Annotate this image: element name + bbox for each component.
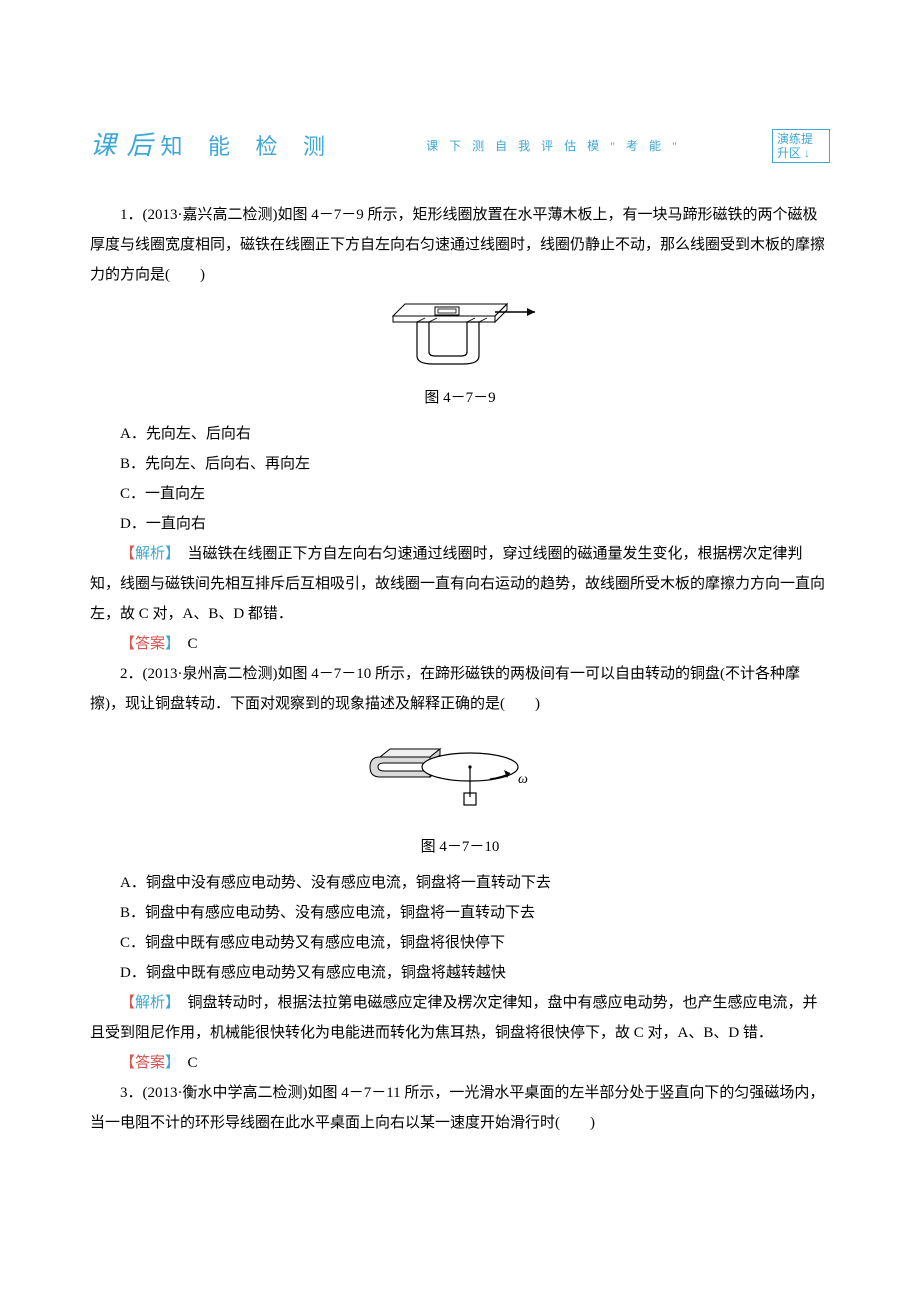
q2-optD: D．铜盘中既有感应电动势又有感应电流，铜盘将越转越快 [90,958,830,988]
q2-jiexi: 【解析】 铜盘转动时，根据法拉第电磁感应定律及楞次定律知，盘中有感应电动势，也产… [90,988,830,1048]
page: 课 后 知 能 检 测 课 下 测 自 我 评 估 模 " 考 能 " 演练提 … [0,0,920,1218]
header-box-line2: 升区 ↓ [777,146,825,160]
q2-jiexi-text: 铜盘转动时，根据法拉第电磁感应定律及楞次定律知，盘中有感应电动势，也产生感应电流… [90,995,818,1041]
bracket-close: 】 [165,636,173,652]
header-row: 课 后 知 能 检 测 课 下 测 自 我 评 估 模 " 考 能 " 演练提 … [90,120,830,172]
q1-jiexi-text: 当磁铁在线圈正下方自左向右匀速通过线圈时，穿过线圈的磁通量发生变化，根据楞次定律… [90,546,825,622]
daan-label: 答案 [135,636,165,652]
bracket-open: 【 [120,546,135,562]
q3-stem: 3．(2013·衡水中学高二检测)如图 4－7－11 所示，一光滑水平桌面的左半… [90,1078,830,1138]
q2-figure: ω [90,727,830,828]
header-box-line1: 演练提 [777,132,825,146]
q1-optB: B．先向左、后向右、再向左 [90,449,830,479]
q1-figure [90,298,830,379]
q2-stem: 2．(2013·泉州高二检测)如图 4－7－10 所示，在蹄形磁铁的两极间有一可… [90,659,830,719]
bracket-close: 】 [165,1055,173,1071]
q1-jiexi: 【解析】 当磁铁在线圈正下方自左向右匀速通过线圈时，穿过线圈的磁通量发生变化，根… [90,539,830,629]
horseshoe-magnet-icon [375,298,545,368]
q2-optA: A．铜盘中没有感应电动势、没有感应电流，铜盘将一直转动下去 [90,868,830,898]
q2-optC: C．铜盘中既有感应电动势又有感应电流，铜盘将很快停下 [90,928,830,958]
copper-disk-magnet-icon: ω [360,727,560,817]
daan-label: 答案 [135,1055,165,1071]
bracket-open: 【 [120,1055,135,1071]
jiexi-label: 解析 [135,995,165,1011]
q1-daan: 【答案】 C [90,629,830,659]
bracket-close: 】 [165,546,173,562]
q2-daan: 【答案】 C [90,1048,830,1078]
q1-daan-text: C [173,636,198,652]
bracket-open: 【 [120,636,135,652]
q2-daan-text: C [173,1055,198,1071]
bracket-open: 【 [120,995,135,1011]
q1-optC: C．一直向左 [90,479,830,509]
jiexi-label: 解析 [135,546,165,562]
q2-caption: 图 4－7－10 [90,832,830,862]
bracket-close: 】 [165,995,173,1011]
header-kehou: 课 后 [90,120,155,172]
q1-caption: 图 4－7－9 [90,383,830,413]
header-mid: 课 下 测 自 我 评 估 模 " 考 能 " [426,134,681,158]
header-left: 课 后 知 能 检 测 [90,120,335,172]
q1-optD: D．一直向右 [90,509,830,539]
q2-optB: B．铜盘中有感应电动势、没有感应电流，铜盘将一直转动下去 [90,898,830,928]
q1-stem: 1．(2013·嘉兴高二检测)如图 4－7－9 所示，矩形线圈放置在水平薄木板上… [90,200,830,290]
q1-optA: A．先向左、后向右 [90,419,830,449]
header-box: 演练提 升区 ↓ [772,129,830,164]
header-zhineng: 知 能 检 测 [161,125,336,169]
omega-label: ω [518,772,528,787]
